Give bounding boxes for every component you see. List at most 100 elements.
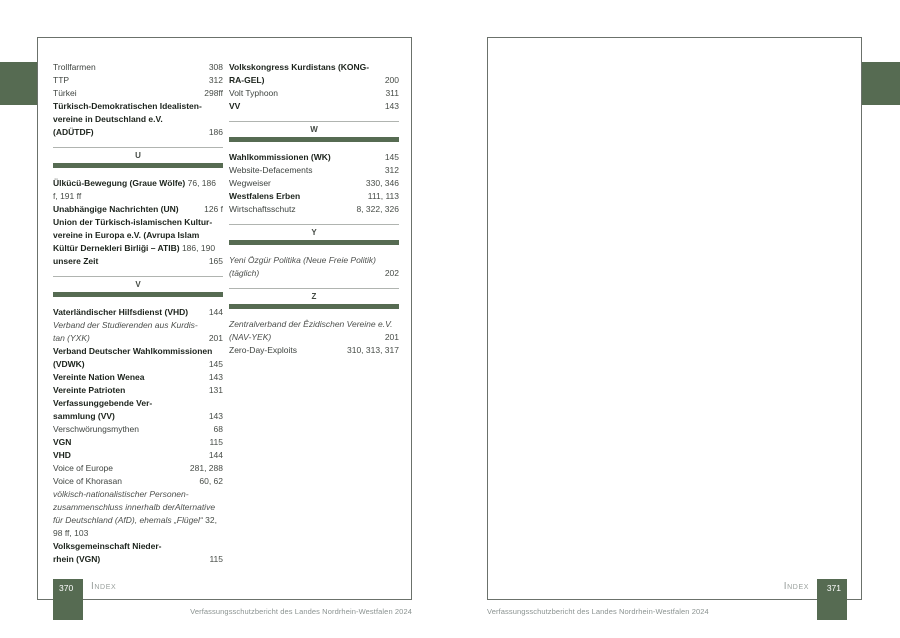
entry-pages: 200 <box>384 75 399 85</box>
footer-report-title: Verfassungsschutzbericht des Landes Nord… <box>190 607 412 616</box>
index-entry: Volkskongress Kurdistans (KONG- RA-GEL) 2… <box>229 61 399 87</box>
index-entry: Vaterländischer Hilfsdienst (VHD) 144 <box>53 306 223 319</box>
index-entry: völkisch-nationalistischer Personen- zus… <box>53 488 223 540</box>
index-entry: Ülkücü-Bewegung (Graue Wölfe) 76, 186 f,… <box>53 177 223 203</box>
entry-name: Voice of Europe <box>53 463 114 473</box>
index-entry: Wegweiser 330, 346 <box>229 177 399 190</box>
section-header-V: V <box>53 276 223 297</box>
section-letter: Y <box>311 228 317 237</box>
entry-pages: 165 <box>208 256 223 266</box>
entry-pages: 144 <box>208 307 223 317</box>
index-entry: VGN 115 <box>53 436 223 449</box>
section-rule <box>53 147 223 148</box>
entry-name: Verband der Studierenden aus Kurdis- tan… <box>53 320 198 343</box>
entry-pages: 298ff <box>204 88 223 98</box>
section-accent-bar <box>53 292 223 297</box>
entry-name: Verfassunggebende Ver- sammlung (VV) <box>53 398 153 421</box>
entry-pages: 32, 98 ff, 103 <box>53 515 217 538</box>
entry-name: Wahlkommissionen (WK) <box>229 152 331 162</box>
index-entry: Yeni Özgür Politika (Neue Freie Politik)… <box>229 254 399 280</box>
index-entry: Voice of Europe 281, 288 <box>53 462 223 475</box>
entry-pages: 330, 346 <box>365 178 399 188</box>
entry-pages: 131 <box>208 385 223 395</box>
index-entry: Vereinte Patrioten 131 <box>53 384 223 397</box>
entry-pages: 308 <box>208 62 223 72</box>
section-accent-bar <box>229 137 399 142</box>
index-entry: Türkisch-Demokratischen Idealisten- vere… <box>53 100 223 139</box>
entry-pages: 143 <box>384 101 399 111</box>
index-entry: Volksgemeinschaft Nieder- rhein (VGN) 115 <box>53 540 223 566</box>
page-number-box: 370 <box>53 579 83 620</box>
section-header-Y: Y <box>229 224 399 245</box>
entry-pages: 8, 322, 326 <box>356 204 399 214</box>
entry-pages: 310, 313, 317 <box>347 345 399 355</box>
section-letter: W <box>310 125 318 134</box>
index-entry: Union der Türkisch-islamischen Kultur- v… <box>53 216 223 255</box>
entry-pages: 68 <box>213 424 223 434</box>
section-letter: V <box>135 280 141 289</box>
entry-pages: 186, 190 <box>181 243 216 253</box>
entry-name: Union der Türkisch-islamischen Kultur- v… <box>53 217 213 253</box>
entry-pages: 312 <box>208 75 223 85</box>
entry-name: unsere Zeit <box>53 256 99 266</box>
entry-pages: 145 <box>208 359 223 369</box>
entry-name: Wegweiser <box>229 178 271 188</box>
index-entry: Türkei 298ff <box>53 87 223 100</box>
page-number-box: 371 <box>817 579 847 620</box>
green-edge-tab-left <box>0 62 37 105</box>
entry-name: Zentralverband der Êzidischen Vereine e.… <box>229 319 393 342</box>
entry-pages: 115 <box>209 554 223 564</box>
index-entry: Zero-Day-Exploits 310, 313, 317 <box>229 344 399 357</box>
entry-name: Türkei <box>53 88 77 98</box>
entry-name: Vereinte Nation Wenea <box>53 372 145 382</box>
entry-name: Voice of Khorasan <box>53 476 122 486</box>
index-entry: TTP 312 <box>53 74 223 87</box>
left-page: Trollfarmen 308 TTP 312 Türkei 298ff Türkisch-… <box>37 37 412 620</box>
entry-pages: 281, 288 <box>189 463 223 473</box>
running-header-index: Index <box>91 581 117 592</box>
entry-pages: 311 <box>385 88 399 98</box>
entry-name: völkisch-nationalistischer Personen- zus… <box>53 489 216 525</box>
entry-name: VGN <box>53 437 72 447</box>
index-entry: Wahlkommissionen (WK) 145 <box>229 151 399 164</box>
entry-pages: 115 <box>209 437 223 447</box>
entry-name: TTP <box>53 75 70 85</box>
entry-name: VHD <box>53 450 71 460</box>
section-accent-bar <box>53 163 223 168</box>
entry-name: Volt Typhoon <box>229 88 278 98</box>
entry-pages: 144 <box>208 450 223 460</box>
index-entry: Website-Defacements 312 <box>229 164 399 177</box>
section-header-U: U <box>53 147 223 168</box>
section-rule <box>229 288 399 289</box>
green-edge-tab-right <box>862 62 900 105</box>
footer-report-title: Verfassungsschutzbericht des Landes Nord… <box>487 607 709 616</box>
running-header-index: Index <box>783 581 809 592</box>
entry-pages: 76, 186 f, 191 ff <box>53 178 216 201</box>
entry-name: Verschwörungsmythen <box>53 424 139 434</box>
page-number: 371 <box>826 583 841 593</box>
entry-name: Vereinte Patrioten <box>53 385 126 395</box>
entry-pages: 312 <box>384 165 399 175</box>
index-column-left: Trollfarmen 308 TTP 312 Türkei 298ff Türkisch-… <box>53 61 223 566</box>
entry-pages: 143 <box>208 411 223 421</box>
right-page: 371 Index <box>487 37 862 620</box>
page-number: 370 <box>59 583 74 593</box>
entry-name: Unabhängige Nachrichten (UN) <box>53 204 179 214</box>
entry-name: Wirtschaftsschutz <box>229 204 296 214</box>
entry-pages: 126 f <box>204 204 223 214</box>
entry-name: VV <box>229 101 241 111</box>
entry-name: Volksgemeinschaft Nieder- rhein (VGN) <box>53 541 162 564</box>
entry-name: Trollfarmen <box>53 62 96 72</box>
section-letter: U <box>135 151 141 160</box>
index-entry: Wirtschaftsschutz 8, 322, 326 <box>229 203 399 216</box>
index-entry: Unabhängige Nachrichten (UN) 126 f <box>53 203 223 216</box>
index-entry: Verband der Studierenden aus Kurdis- tan… <box>53 319 223 345</box>
entry-name: Verband Deutscher Wahlkommissionen (VDWK… <box>53 346 213 369</box>
index-entry: Verschwörungsmythen 68 <box>53 423 223 436</box>
entry-name: Westfalens Erben <box>229 191 301 201</box>
section-rule <box>53 276 223 277</box>
entry-pages: 186 <box>208 127 223 137</box>
entry-name: Türkisch-Demokratischen Idealisten- vere… <box>53 101 202 137</box>
section-rule <box>229 224 399 225</box>
entry-name: Yeni Özgür Politika (Neue Freie Politik)… <box>229 255 376 278</box>
